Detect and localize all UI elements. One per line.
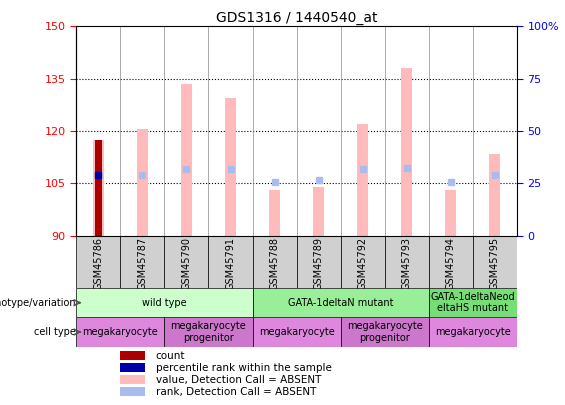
Bar [120, 387, 145, 396]
Bar [429, 318, 517, 347]
Text: count: count [155, 351, 185, 361]
Bar [429, 288, 517, 318]
Text: GSM45793: GSM45793 [402, 237, 412, 290]
Text: rank, Detection Call = ABSENT: rank, Detection Call = ABSENT [155, 387, 316, 397]
Text: cell type: cell type [34, 327, 76, 337]
Bar [385, 236, 429, 288]
Bar [269, 190, 280, 236]
Bar [341, 236, 385, 288]
Text: wild type: wild type [142, 298, 186, 308]
Bar [357, 124, 368, 236]
Bar [137, 129, 148, 236]
Text: GATA-1deltaNeod
eltaHS mutant: GATA-1deltaNeod eltaHS mutant [431, 292, 515, 313]
Bar [253, 236, 297, 288]
Bar [473, 236, 517, 288]
Text: percentile rank within the sample: percentile rank within the sample [155, 363, 332, 373]
Text: GSM45794: GSM45794 [446, 237, 456, 290]
Bar [120, 363, 145, 372]
Text: megakaryocyte
progenitor: megakaryocyte progenitor [347, 321, 423, 343]
Bar [120, 351, 145, 360]
Bar [164, 236, 208, 288]
Bar [120, 375, 145, 384]
Text: GSM45795: GSM45795 [490, 237, 500, 290]
Text: megakaryocyte
progenitor: megakaryocyte progenitor [171, 321, 246, 343]
Text: GSM45792: GSM45792 [358, 237, 368, 290]
Bar [93, 140, 104, 236]
Bar [341, 318, 429, 347]
Text: value, Detection Call = ABSENT: value, Detection Call = ABSENT [155, 375, 321, 385]
Text: megakaryocyte: megakaryocyte [259, 327, 334, 337]
Text: GSM45787: GSM45787 [137, 237, 147, 290]
Bar [297, 236, 341, 288]
Bar [313, 187, 324, 236]
Bar [76, 318, 164, 347]
Text: megakaryocyte: megakaryocyte [435, 327, 511, 337]
Text: GSM45788: GSM45788 [270, 237, 280, 290]
Bar [95, 140, 102, 236]
Text: GSM45791: GSM45791 [225, 237, 236, 290]
Bar [76, 236, 120, 288]
Bar [208, 236, 253, 288]
Bar [120, 236, 164, 288]
Bar [489, 153, 501, 236]
Title: GDS1316 / 1440540_at: GDS1316 / 1440540_at [216, 11, 377, 25]
Text: GSM45789: GSM45789 [314, 237, 324, 290]
Bar [401, 68, 412, 236]
Text: genotype/variation: genotype/variation [0, 298, 76, 308]
Bar [76, 288, 253, 318]
Text: GATA-1deltaN mutant: GATA-1deltaN mutant [288, 298, 393, 308]
Text: GSM45786: GSM45786 [93, 237, 103, 290]
Bar [445, 190, 457, 236]
Bar [181, 84, 192, 236]
Text: megakaryocyte: megakaryocyte [82, 327, 158, 337]
Bar [429, 236, 473, 288]
Bar [225, 98, 236, 236]
Bar [253, 288, 429, 318]
Bar [164, 318, 253, 347]
Text: GSM45790: GSM45790 [181, 237, 192, 290]
Bar [253, 318, 341, 347]
